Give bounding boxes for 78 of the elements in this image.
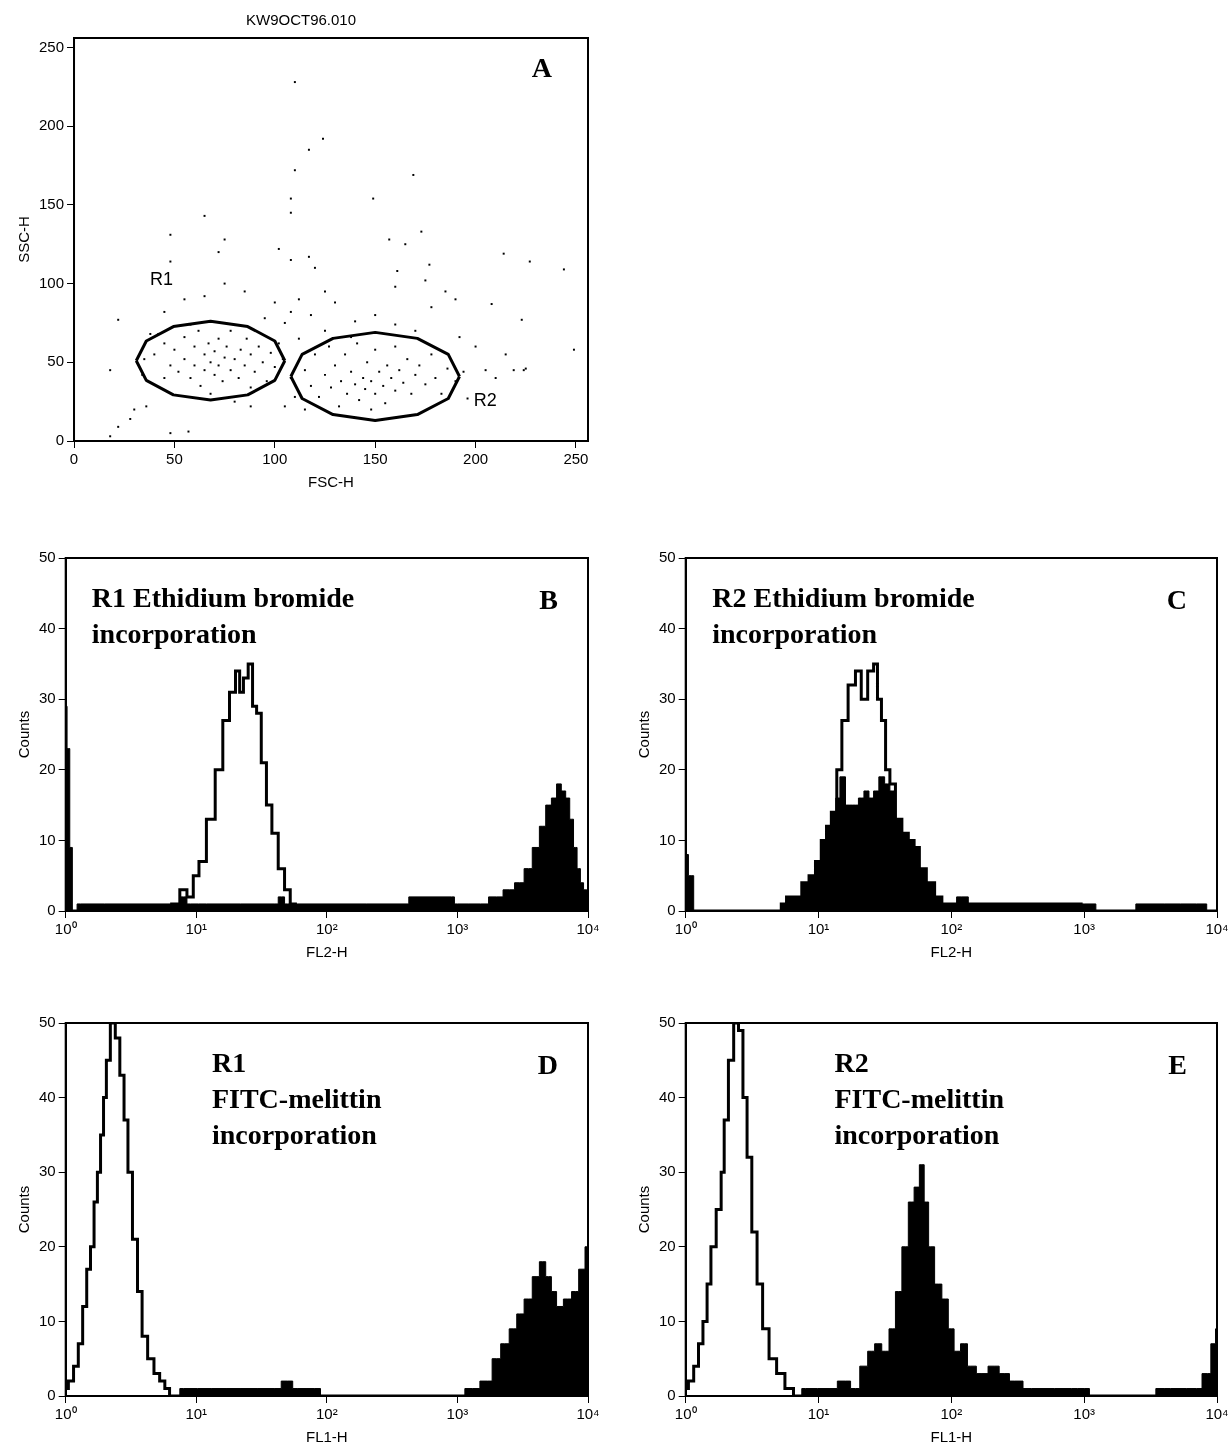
y-axis-title: Counts xyxy=(635,1185,653,1234)
x-axis-title: FL1-H xyxy=(930,1428,973,1446)
y-tick-label: 40 xyxy=(659,1087,676,1105)
annotation: R2 xyxy=(473,389,497,410)
y-tick-label: 20 xyxy=(39,1236,56,1254)
y-tick-label: 10 xyxy=(659,1311,676,1329)
annotation: R1 xyxy=(149,268,173,289)
x-tick-label: 10² xyxy=(940,920,963,938)
y-tick-label: 30 xyxy=(659,1162,676,1180)
annotation: C xyxy=(1166,584,1187,616)
y-tick-label: 150 xyxy=(39,195,65,213)
x-tick-label: 10² xyxy=(316,1405,338,1423)
y-axis-title: Counts xyxy=(15,710,33,759)
x-tick-label: 50 xyxy=(166,450,183,468)
x-tick-label: 10³ xyxy=(1073,1405,1096,1423)
y-tick-label: 20 xyxy=(659,759,676,777)
annotation: R2 Ethidium bromide incorporation xyxy=(712,582,975,650)
annotation: E xyxy=(1168,1049,1187,1081)
x-tick-label: 10¹ xyxy=(185,1405,208,1423)
y-tick-label: 40 xyxy=(659,618,676,636)
x-tick-label: 10² xyxy=(316,920,338,938)
y-tick-label: 0 xyxy=(47,901,56,919)
y-tick-label: 0 xyxy=(667,901,676,919)
y-tick-label: 40 xyxy=(39,1087,56,1105)
y-tick-label: 50 xyxy=(659,548,676,566)
x-tick-label: 10¹ xyxy=(807,1405,830,1423)
annotation: R2 FITC-melittin incorporation xyxy=(834,1047,1005,1151)
annotation: B xyxy=(539,584,558,616)
x-tick-label: 200 xyxy=(463,450,489,468)
y-tick-label: 30 xyxy=(39,1162,56,1180)
y-tick-label: 10 xyxy=(39,1311,56,1329)
annotation: D xyxy=(537,1049,558,1081)
x-axis-title: FL1-H xyxy=(306,1428,348,1446)
y-tick-label: 50 xyxy=(39,1013,56,1031)
x-tick-label: 10⁴ xyxy=(1205,920,1229,938)
x-tick-label: 10¹ xyxy=(185,920,208,938)
x-tick-label: 10³ xyxy=(446,1405,469,1423)
y-axis-title: SSC-H xyxy=(15,216,33,263)
y-tick-label: 30 xyxy=(659,689,676,707)
x-tick-label: 250 xyxy=(563,450,589,468)
x-tick-label: 10² xyxy=(940,1405,963,1423)
x-tick-label: 10⁰ xyxy=(54,1405,77,1423)
x-tick-label: 10⁴ xyxy=(576,920,600,938)
x-tick-label: 10³ xyxy=(1073,920,1096,938)
x-tick-label: 10¹ xyxy=(807,920,830,938)
annotation: A xyxy=(531,52,553,84)
x-axis-title: FSC-H xyxy=(308,473,354,491)
y-tick-label: 50 xyxy=(659,1013,676,1031)
y-tick-label: 30 xyxy=(39,689,56,707)
y-tick-label: 20 xyxy=(659,1236,676,1254)
y-tick-label: 0 xyxy=(55,431,65,449)
x-tick-label: 0 xyxy=(69,450,79,468)
x-tick-label: 10⁴ xyxy=(576,1405,600,1423)
x-tick-label: 10⁰ xyxy=(674,1405,697,1423)
y-tick-label: 250 xyxy=(39,37,65,55)
y-tick-label: 200 xyxy=(39,116,65,134)
y-axis-title: Counts xyxy=(635,710,653,759)
y-axis-title: Counts xyxy=(15,1185,33,1234)
y-tick-label: 40 xyxy=(39,618,56,636)
x-tick-label: 10⁰ xyxy=(54,920,77,938)
x-axis-title: FL2-H xyxy=(930,943,973,961)
x-tick-label: 150 xyxy=(362,450,388,468)
x-tick-label: 10⁴ xyxy=(1205,1405,1229,1423)
y-tick-label: 10 xyxy=(659,830,676,848)
y-tick-label: 100 xyxy=(39,273,65,291)
y-tick-label: 20 xyxy=(39,759,56,777)
chart-title: KW9OCT96.010 xyxy=(245,11,357,29)
x-tick-label: 10³ xyxy=(446,920,469,938)
annotation: R1 FITC-melittin incorporation xyxy=(211,1047,382,1151)
y-tick-label: 50 xyxy=(39,548,56,566)
x-tick-label: 10⁰ xyxy=(674,920,697,938)
y-tick-label: 50 xyxy=(47,352,65,370)
annotation: R1 Ethidium bromide incorporation xyxy=(91,582,355,650)
x-tick-label: 100 xyxy=(262,450,288,468)
y-tick-label: 10 xyxy=(39,830,56,848)
x-axis-title: FL2-H xyxy=(306,943,348,961)
y-tick-label: 0 xyxy=(667,1386,676,1404)
y-tick-label: 0 xyxy=(47,1386,56,1404)
